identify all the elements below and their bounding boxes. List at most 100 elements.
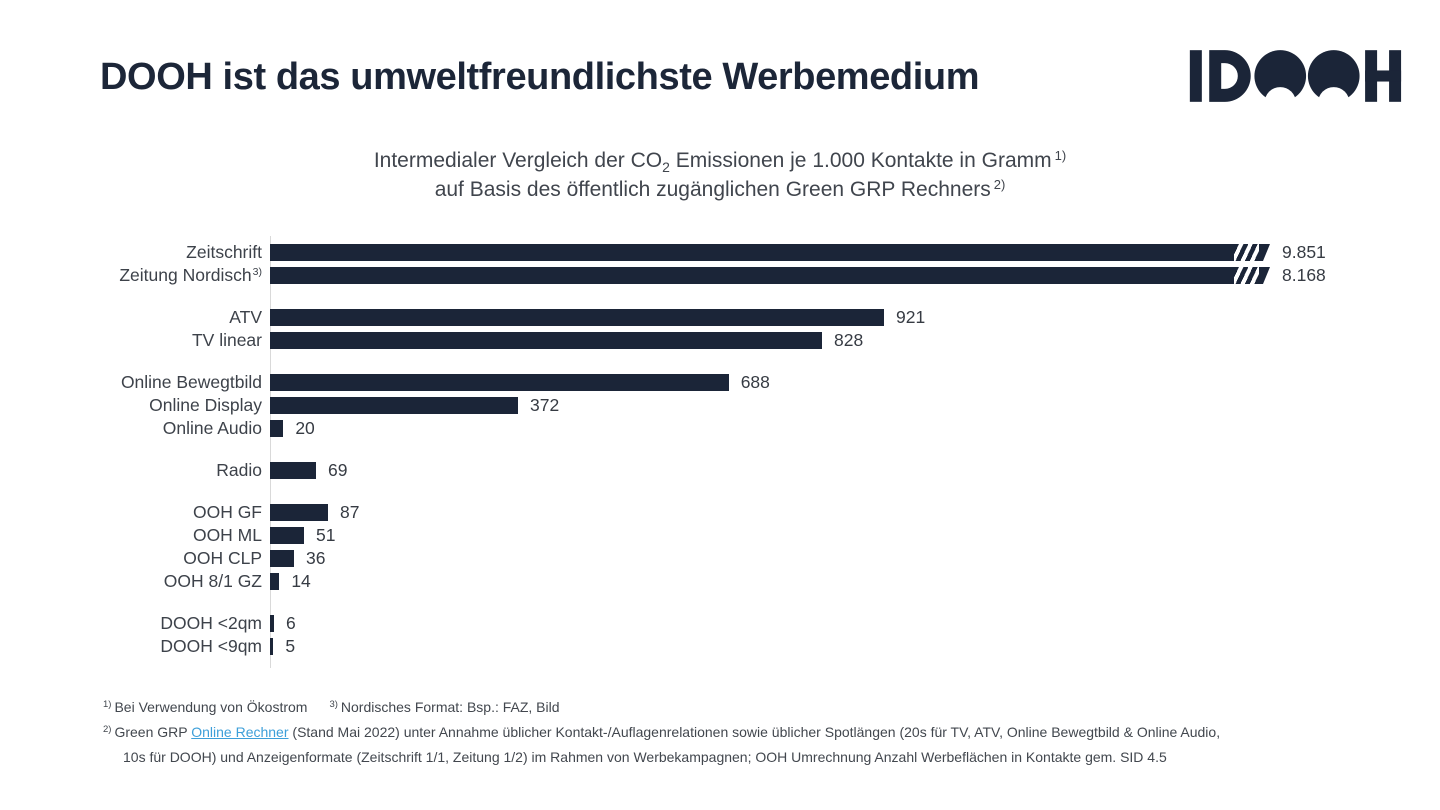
chart-row: Online Display 372 (100, 394, 1410, 417)
value-label: 921 (896, 307, 926, 327)
bar (270, 267, 1270, 284)
category-label: Online Display (149, 395, 262, 415)
value-label: 372 (530, 395, 560, 415)
value-label: 5 (285, 636, 296, 656)
category-label: Radio (216, 460, 262, 480)
idooh-logo-icon (1189, 50, 1402, 119)
footnote-1-text: Bei Verwendung von Ökostrom (114, 699, 308, 715)
category-label: Online Audio (162, 418, 262, 438)
chart-row: OOH GF 87 (100, 501, 1410, 524)
chart-row: Zeitschrift 9.851 (100, 241, 1410, 264)
bar-area: 828 (270, 330, 1410, 351)
bar (270, 504, 328, 521)
value-label: 8.168 (1282, 265, 1326, 285)
chart-row: OOH ML 51 (100, 524, 1410, 547)
footnote-2-text-line2: 10s für DOOH) und Anzeigenformate (Zeits… (123, 749, 1167, 765)
bar-area: 688 (270, 372, 1410, 393)
chart-row: Online Bewegtbild 688 (100, 371, 1410, 394)
chart-subtitle-line2: auf Basis des öffentlich zugänglichen Gr… (0, 176, 1440, 205)
chart-row: OOH CLP 36 (100, 547, 1410, 570)
category-label: OOH CLP (183, 548, 262, 568)
category-footnote-marker: 3) (252, 266, 262, 278)
category-label: TV linear (191, 330, 262, 350)
value-label: 14 (291, 571, 311, 591)
bar (270, 462, 316, 479)
value-label: 51 (316, 525, 336, 545)
bar (270, 374, 729, 391)
footnote-line-3: 10s für DOOH) und Anzeigenformate (Zeits… (103, 746, 1380, 768)
chart-subtitle: Intermedialer Vergleich der CO2 Emission… (0, 147, 1440, 205)
value-label: 828 (834, 330, 864, 350)
group-gap (100, 482, 1410, 501)
bar-area: 372 (270, 395, 1410, 416)
group-gap (100, 287, 1410, 306)
footnote-1-marker: 1) (103, 699, 112, 710)
chart-row: TV linear 828 (100, 329, 1410, 352)
bar (270, 638, 274, 655)
chart-row: Zeitung Nordisch3) 8.168 (100, 264, 1410, 287)
bar (270, 244, 1270, 261)
group-gap (100, 593, 1410, 612)
value-label: 87 (340, 502, 360, 522)
footnote-ref-1: 1) (1054, 148, 1067, 163)
chart-row: DOOH <2qm 6 (100, 612, 1410, 635)
category-label: OOH 8/1 GZ (163, 571, 262, 591)
co2-subscript: 2 (662, 159, 670, 175)
online-rechner-link[interactable]: Online Rechner (191, 724, 289, 740)
subtitle-text: auf Basis des öffentlich zugänglichen Gr… (434, 178, 991, 201)
footnote-3-marker: 3) (329, 699, 338, 710)
footnote-2-text-cont: (Stand Mai 2022) unter Annahme üblicher … (288, 724, 1221, 740)
chart-subtitle-line1: Intermedialer Vergleich der CO2 Emission… (0, 147, 1440, 176)
bar-area: 9.851 (270, 242, 1410, 263)
footnotes: 1) Bei Verwendung von Ökostrom 3) Nordische… (103, 696, 1380, 768)
value-label: 36 (306, 548, 326, 568)
bar-area: 5 (270, 636, 1410, 657)
bar (270, 332, 823, 349)
category-label: DOOH <2qm (160, 613, 262, 633)
chart-rows: Zeitschrift 9.851 Zeitung Nordisch3) 8.168 A… (100, 241, 1410, 658)
footnote-3-text: Nordisches Format: Bsp.: FAZ, Bild (340, 699, 560, 715)
value-label: 9.851 (1282, 242, 1326, 262)
chart-row: DOOH <9qm 5 (100, 635, 1410, 658)
footnote-2-marker: 2) (103, 724, 112, 735)
axis-baseline (270, 236, 271, 668)
bar (270, 527, 304, 544)
group-gap (100, 352, 1410, 371)
axis-break-icon (1234, 267, 1259, 284)
bar (270, 573, 280, 590)
bar (270, 550, 294, 567)
bar-area: 14 (270, 571, 1410, 592)
subtitle-text: Emissionen je 1.000 Kontakte in Gramm (669, 149, 1052, 172)
bar-area: 87 (270, 502, 1410, 523)
bar (270, 309, 885, 326)
footnote-2-text: Green GRP (114, 724, 192, 740)
bar-chart: Zeitschrift 9.851 Zeitung Nordisch3) 8.168 A… (100, 241, 1410, 658)
category-label: Zeitschrift (186, 242, 262, 262)
bar-area: 20 (270, 418, 1410, 439)
bar-area: 69 (270, 460, 1410, 481)
bar-area: 8.168 (270, 265, 1410, 286)
category-label: Online Bewegtbild (120, 372, 262, 392)
category-label: OOH GF (192, 502, 262, 522)
value-label: 688 (740, 372, 770, 392)
value-label: 20 (295, 418, 315, 438)
footnote-ref-2: 2) (993, 177, 1006, 192)
category-label: ATV (229, 307, 262, 327)
chart-row: Radio 69 (100, 459, 1410, 482)
chart-row: ATV 921 (100, 306, 1410, 329)
idooh-logo (1188, 46, 1402, 119)
bar-area: 921 (270, 307, 1410, 328)
bar (270, 615, 274, 632)
bar-area: 51 (270, 525, 1410, 546)
axis-break-icon (1234, 244, 1259, 261)
category-label: DOOH <9qm (160, 636, 262, 656)
bar-area: 36 (270, 548, 1410, 569)
footnote-line-1: 1) Bei Verwendung von Ökostrom 3) Nordische… (103, 696, 1380, 721)
page-title: DOOH ist das umweltfreundlichste Werbeme… (100, 56, 980, 98)
chart-row: OOH 8/1 GZ 14 (100, 570, 1410, 593)
value-label: 69 (328, 460, 348, 480)
value-label: 6 (286, 613, 296, 633)
bar (270, 420, 284, 437)
category-label: OOH ML (192, 525, 262, 545)
footnote-line-2: 2) Green GRP Online Rechner (Stand Mai 20… (103, 721, 1380, 746)
